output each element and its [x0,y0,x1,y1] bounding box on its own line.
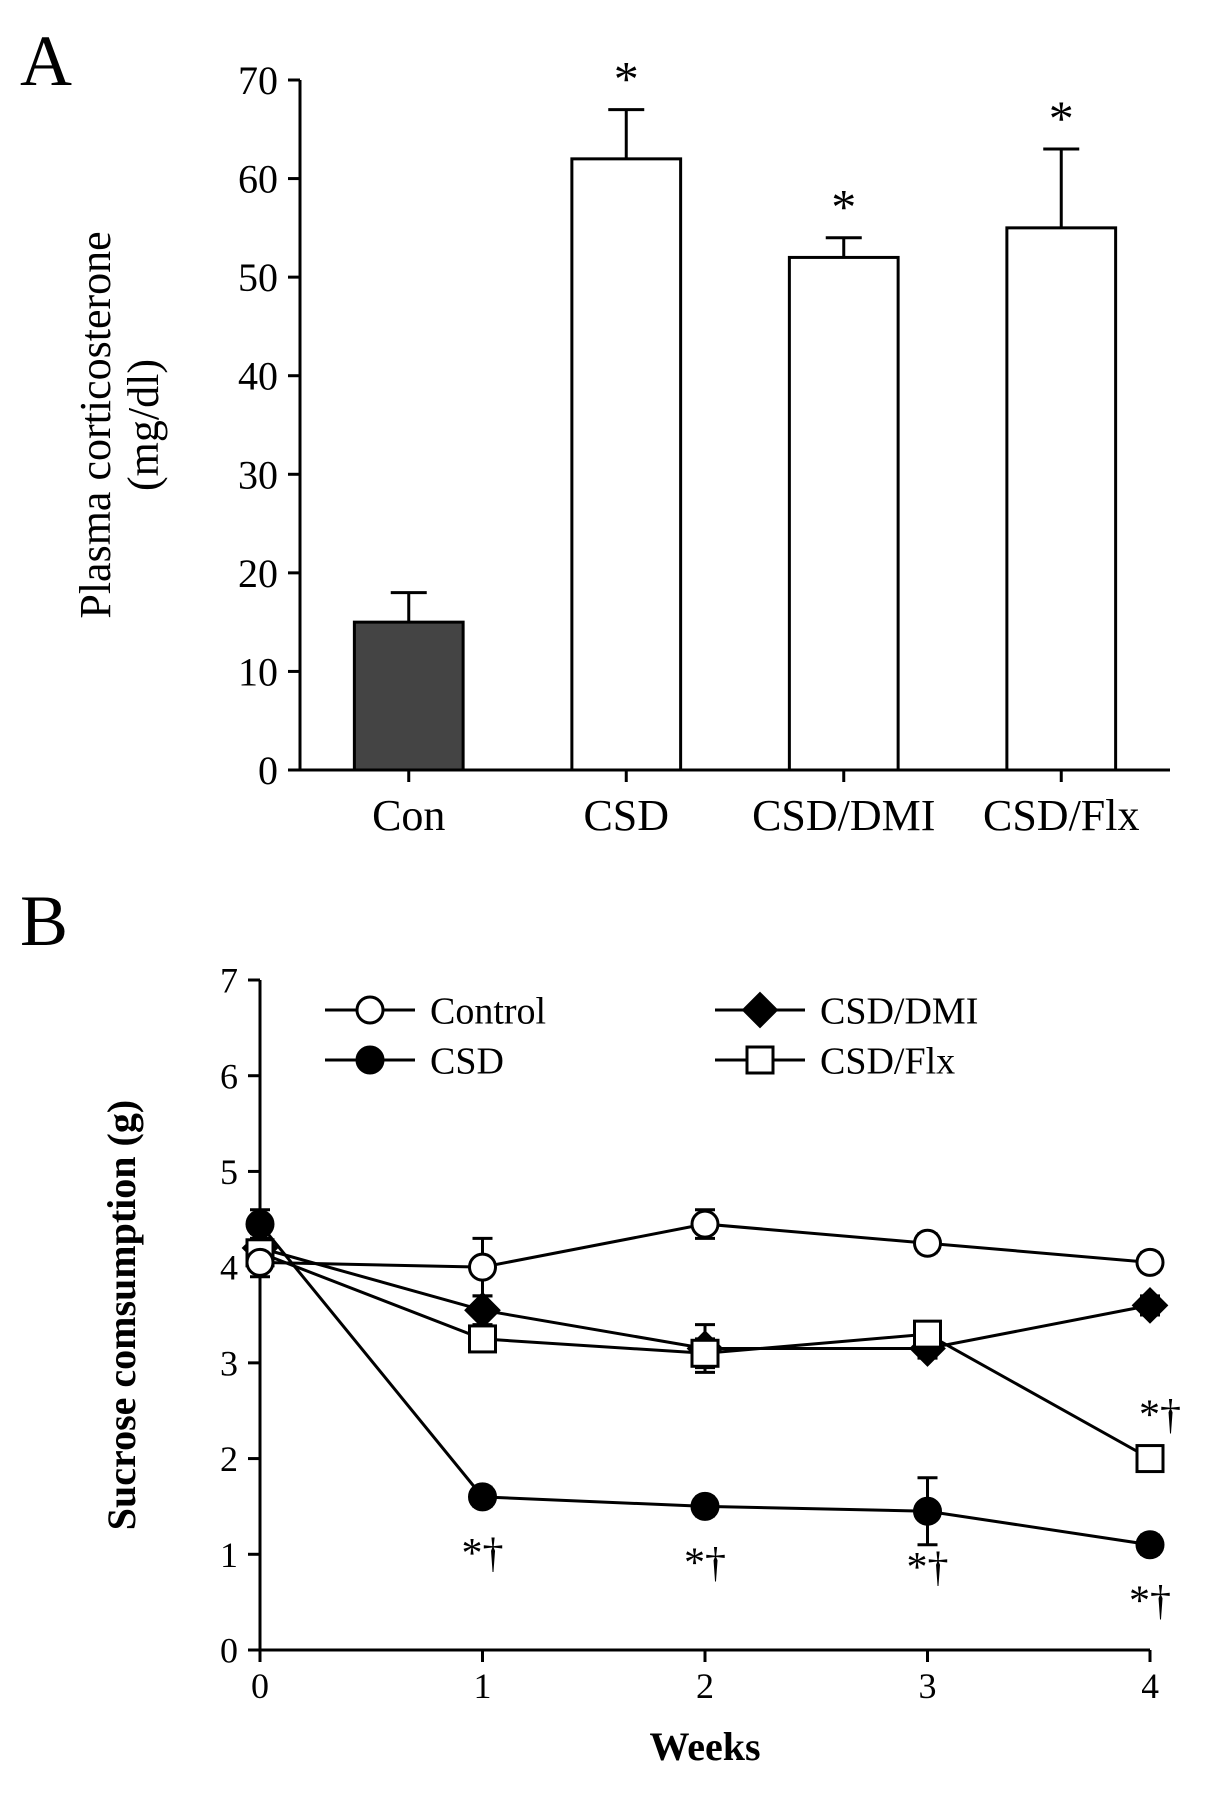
panel-a-label: A [20,20,72,103]
legend-label: CSD/Flx [820,1040,955,1082]
svg-text:3: 3 [919,1666,937,1706]
legend-label: Control [430,990,546,1032]
panel-b: B 0 1 2 3 4 5 6 7 0 1 2 3 4 Sucrose comsumption (g) We… [20,880,1208,1780]
svg-text:4: 4 [220,1248,238,1288]
svg-text:CSD/DMI: CSD/DMI [752,791,935,840]
svg-text:30: 30 [238,452,278,497]
svg-text:Con: Con [372,791,445,840]
svg-text:*: * [614,51,639,107]
legend-label: CSD/DMI [820,990,978,1032]
panel-a-chart: 0 10 20 30 40 50 60 70 Plasma corticosterone(mg/… [20,20,1208,880]
svg-text:*†: *† [1129,1579,1171,1625]
svg-text:0: 0 [251,1666,269,1706]
svg-text:10: 10 [238,649,278,694]
svg-text:50: 50 [238,255,278,300]
svg-text:*†: *† [1139,1393,1181,1439]
svg-text:1: 1 [220,1535,238,1575]
svg-text:Sucrose comsumption (g): Sucrose comsumption (g) [99,1100,144,1530]
svg-text:7: 7 [220,961,238,1001]
svg-text:*: * [1049,90,1074,146]
svg-text:Weeks: Weeks [649,1724,760,1769]
svg-text:3: 3 [220,1343,238,1383]
svg-text:*†: *† [907,1545,949,1591]
panel-b-chart: 0 1 2 3 4 5 6 7 0 1 2 3 4 Sucrose comsumption (g) Week… [20,880,1208,1780]
svg-text:40: 40 [238,354,278,399]
bar-CSD [572,159,681,770]
svg-text:60: 60 [238,157,278,202]
svg-text:*†: *† [684,1540,726,1586]
svg-text:2: 2 [220,1439,238,1479]
svg-text:2: 2 [696,1666,714,1706]
panel-b-label: B [20,880,68,963]
figure: A 010203040506070Plasma corticosterone(m… [20,20,1208,1780]
svg-text:0: 0 [220,1631,238,1671]
bar-CSD/Flx [1007,228,1116,770]
legend-label: CSD [430,1040,504,1082]
svg-text:*†: *† [462,1531,504,1577]
panel-a: A 0 10 20 30 40 50 60 70 Plasma corticosterone(m… [20,20,1208,880]
svg-text:4: 4 [1141,1666,1159,1706]
svg-text:70: 70 [238,58,278,103]
svg-text:6: 6 [220,1056,238,1096]
svg-text:5: 5 [220,1152,238,1192]
svg-text:CSD/Flx: CSD/Flx [983,791,1140,840]
svg-text:20: 20 [238,551,278,596]
svg-text:0: 0 [258,748,278,793]
svg-text:(mg/dl): (mg/dl) [119,359,168,491]
bar-Con [354,622,463,770]
svg-text:1: 1 [474,1666,492,1706]
svg-text:Plasma corticosterone: Plasma corticosterone [71,231,120,618]
svg-text:CSD: CSD [583,791,669,840]
bar-CSD/DMI [789,257,898,770]
svg-text:*: * [831,179,856,235]
